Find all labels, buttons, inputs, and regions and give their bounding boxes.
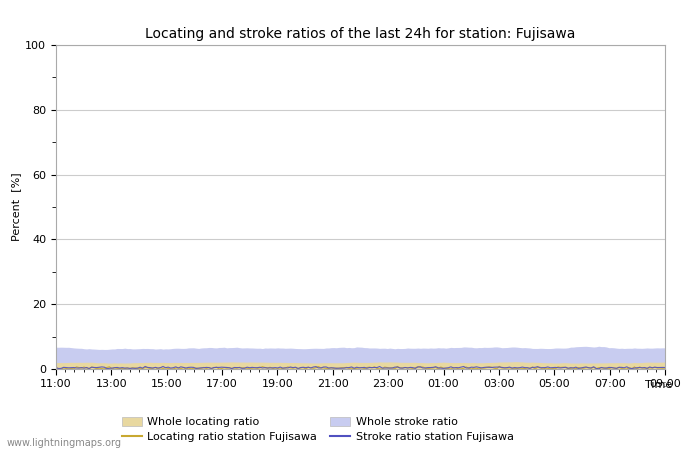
- Y-axis label: Percent  [%]: Percent [%]: [11, 173, 21, 241]
- Title: Locating and stroke ratios of the last 24h for station: Fujisawa: Locating and stroke ratios of the last 2…: [146, 27, 575, 41]
- Legend: Whole locating ratio, Locating ratio station Fujisawa, Whole stroke ratio, Strok: Whole locating ratio, Locating ratio sta…: [122, 417, 514, 442]
- Text: www.lightningmaps.org: www.lightningmaps.org: [7, 438, 122, 448]
- Text: Time: Time: [645, 380, 672, 390]
